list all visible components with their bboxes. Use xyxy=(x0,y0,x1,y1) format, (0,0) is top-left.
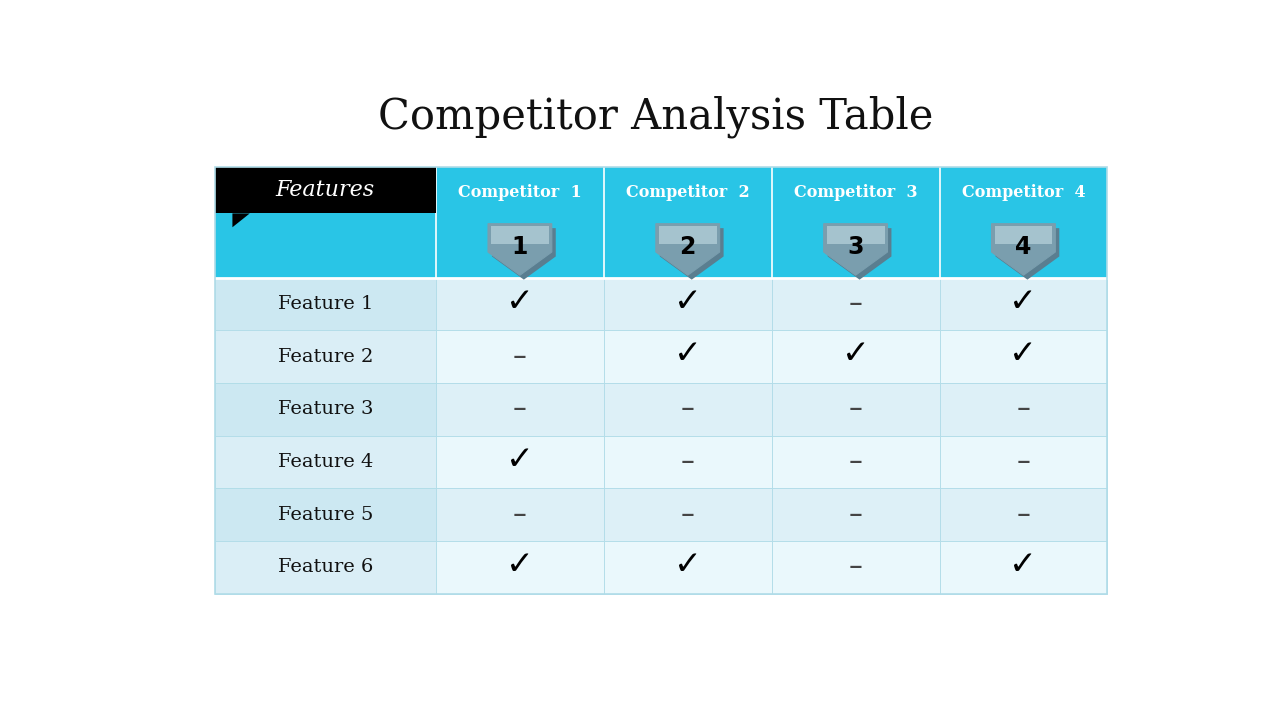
Text: –: – xyxy=(513,500,527,528)
Bar xyxy=(604,541,772,594)
Polygon shape xyxy=(828,228,891,279)
Text: –: – xyxy=(849,500,863,528)
Polygon shape xyxy=(488,224,552,275)
Polygon shape xyxy=(827,226,884,244)
Text: ✓: ✓ xyxy=(1010,338,1037,371)
Bar xyxy=(940,488,1107,541)
Bar xyxy=(772,488,940,541)
Polygon shape xyxy=(655,224,719,275)
Text: Feature 3: Feature 3 xyxy=(278,400,372,418)
Polygon shape xyxy=(492,226,549,244)
Polygon shape xyxy=(659,228,723,279)
Bar xyxy=(215,541,436,594)
Bar xyxy=(772,436,940,488)
Polygon shape xyxy=(824,224,887,275)
Text: ✓: ✓ xyxy=(506,285,534,318)
Text: –: – xyxy=(513,343,527,371)
Text: 1: 1 xyxy=(512,235,529,259)
Bar xyxy=(215,167,1107,594)
Polygon shape xyxy=(996,228,1060,279)
Text: –: – xyxy=(1016,500,1030,528)
Bar xyxy=(436,488,604,541)
Text: ✓: ✓ xyxy=(673,338,701,371)
Bar xyxy=(604,330,772,383)
Text: –: – xyxy=(681,448,695,476)
Bar xyxy=(940,541,1107,594)
Text: –: – xyxy=(513,395,527,423)
Text: Feature 5: Feature 5 xyxy=(278,505,372,523)
Bar xyxy=(436,541,604,594)
Polygon shape xyxy=(992,224,1055,275)
Text: Feature 1: Feature 1 xyxy=(278,295,372,313)
Text: –: – xyxy=(849,395,863,423)
Bar xyxy=(436,330,604,383)
Text: ✓: ✓ xyxy=(673,285,701,318)
Bar xyxy=(940,383,1107,436)
Bar xyxy=(772,541,940,594)
Text: Competitor  2: Competitor 2 xyxy=(626,184,750,201)
Text: –: – xyxy=(681,395,695,423)
Text: –: – xyxy=(1016,395,1030,423)
Text: ✓: ✓ xyxy=(1010,285,1037,318)
Polygon shape xyxy=(233,213,250,228)
Bar xyxy=(215,167,436,213)
Bar xyxy=(940,330,1107,383)
Text: Feature 2: Feature 2 xyxy=(278,348,372,366)
Bar xyxy=(436,278,604,330)
Bar xyxy=(772,383,940,436)
Text: ✓: ✓ xyxy=(673,548,701,581)
Bar xyxy=(772,278,940,330)
Bar xyxy=(604,383,772,436)
Bar xyxy=(604,278,772,330)
Bar xyxy=(215,383,436,436)
Text: ✓: ✓ xyxy=(506,548,534,581)
Text: 2: 2 xyxy=(680,235,696,259)
Bar xyxy=(215,488,436,541)
Bar xyxy=(436,436,604,488)
Text: Competitor  1: Competitor 1 xyxy=(458,184,582,201)
Bar xyxy=(604,436,772,488)
Bar xyxy=(940,278,1107,330)
Text: –: – xyxy=(681,500,695,528)
Bar xyxy=(436,383,604,436)
Bar xyxy=(215,436,436,488)
Polygon shape xyxy=(659,226,717,244)
Text: 3: 3 xyxy=(847,235,864,259)
Polygon shape xyxy=(492,228,556,279)
Text: Features: Features xyxy=(275,179,375,201)
Text: ✓: ✓ xyxy=(841,338,869,371)
Polygon shape xyxy=(995,226,1052,244)
Bar xyxy=(215,167,1107,278)
Text: –: – xyxy=(1016,448,1030,476)
Bar xyxy=(215,278,436,330)
Text: Feature 6: Feature 6 xyxy=(278,558,372,576)
Bar xyxy=(215,330,436,383)
Text: ✓: ✓ xyxy=(1010,548,1037,581)
Text: Competitor Analysis Table: Competitor Analysis Table xyxy=(379,96,933,138)
Text: Competitor  3: Competitor 3 xyxy=(794,184,918,201)
Text: –: – xyxy=(849,448,863,476)
Bar xyxy=(940,436,1107,488)
Text: Competitor  4: Competitor 4 xyxy=(961,184,1085,201)
Bar xyxy=(772,330,940,383)
Text: Feature 4: Feature 4 xyxy=(278,453,372,471)
Text: –: – xyxy=(849,554,863,581)
Text: –: – xyxy=(849,290,863,318)
Text: 4: 4 xyxy=(1015,235,1032,259)
Text: ✓: ✓ xyxy=(506,443,534,476)
Bar xyxy=(604,488,772,541)
